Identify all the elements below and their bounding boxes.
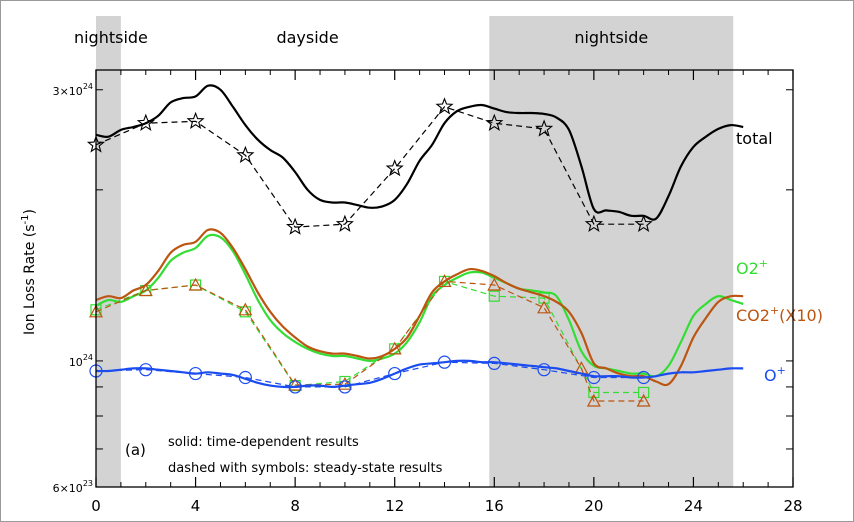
co2-x10-marker-2: [188, 277, 203, 291]
panel-label: (a): [125, 441, 146, 459]
total-marker-9: [535, 119, 554, 137]
o-marker-1: [139, 363, 153, 377]
total-marker-10: [584, 214, 603, 232]
co2-x10-marker-8: [487, 277, 502, 291]
total-marker-5: [335, 214, 354, 232]
total-marker-11: [634, 214, 653, 232]
region-labels: nightside dayside nightside: [74, 28, 648, 47]
series-labels: total O2+ CO2+(X10) O+: [736, 129, 823, 385]
x-tick-label-4: 16: [485, 497, 504, 515]
x-tick-label-5: 20: [584, 497, 603, 515]
shaded-region-0: [96, 16, 121, 487]
o2-marker-10: [588, 386, 600, 399]
shaded-region-1: [489, 16, 734, 487]
co2-x10-marker-12: [636, 393, 651, 407]
region-label-1: dayside: [276, 28, 338, 47]
o-marker-11: [637, 370, 651, 385]
legend-solid-text: solid: time-dependent results: [168, 435, 359, 450]
co2-x10-marker-11: [586, 393, 601, 407]
region-label-0: nightside: [74, 28, 148, 47]
total-marker-6: [385, 159, 404, 177]
y-tick-label-1: 1024: [69, 353, 93, 369]
o-marker-7: [437, 355, 452, 369]
o2-solid-line: [95, 233, 744, 378]
o-marker-2: [188, 366, 203, 381]
o-dashed-line: [95, 361, 644, 388]
o-marker-6: [388, 366, 402, 381]
x-tick-label-6: 24: [684, 497, 703, 515]
series-group: [86, 84, 744, 407]
total-solid-line: [95, 84, 744, 221]
total-marker-3: [236, 145, 255, 164]
plot-area-border: [95, 69, 794, 488]
total-marker-2: [186, 111, 205, 130]
o-marker-10: [587, 370, 601, 385]
y-axis-label: Ion Loss Rate (s-1): [20, 209, 38, 335]
co2-x10-marker-4: [288, 377, 303, 391]
co2-x10-marker-3: [238, 302, 253, 316]
y-tick-label-2: 6×1023: [53, 479, 93, 495]
legend-dashed-text: dashed with symbols: steady-state result…: [168, 461, 443, 476]
x-tick-label-3: 12: [385, 497, 404, 515]
co2-x10-marker-6: [387, 341, 402, 355]
co2-x10-marker-1: [138, 283, 153, 297]
o-marker-8: [487, 356, 501, 370]
total-marker-8: [485, 113, 504, 131]
co2-x10-marker-5: [337, 376, 352, 390]
o2-marker-11: [638, 386, 650, 399]
y-tick-label-0: 3×1024: [53, 82, 93, 98]
co2-x10-marker-9: [537, 300, 552, 314]
co2-x10-marker-7: [437, 274, 452, 288]
o-marker-4: [288, 380, 302, 394]
shaded-regions: [96, 16, 734, 487]
total-marker-4: [286, 217, 305, 235]
o-marker-9: [537, 363, 551, 377]
x-tick-label-2: 8: [290, 497, 300, 515]
o-marker-3: [238, 370, 252, 385]
x-tick-label-1: 4: [191, 497, 201, 515]
region-label-2: nightside: [574, 28, 648, 47]
total-marker-7: [435, 97, 454, 115]
co2-x10-dashed-line: [95, 280, 644, 402]
total-dashed-line: [95, 106, 644, 228]
o-label: O+: [764, 364, 786, 385]
x-tick-label-0: 0: [91, 497, 101, 515]
o2-label: O2+: [736, 257, 768, 278]
axes-group: 0 4 8 12 16 20 24 28 3×1024 1024 6×1023: [53, 70, 803, 515]
total-marker-1: [136, 113, 155, 131]
total-label: total: [736, 129, 773, 148]
x-tick-label-7: 28: [783, 497, 802, 515]
o2-marker-8: [488, 290, 500, 302]
o-marker-5: [338, 380, 352, 394]
co2-x10-label: CO2+(X10): [736, 304, 823, 325]
